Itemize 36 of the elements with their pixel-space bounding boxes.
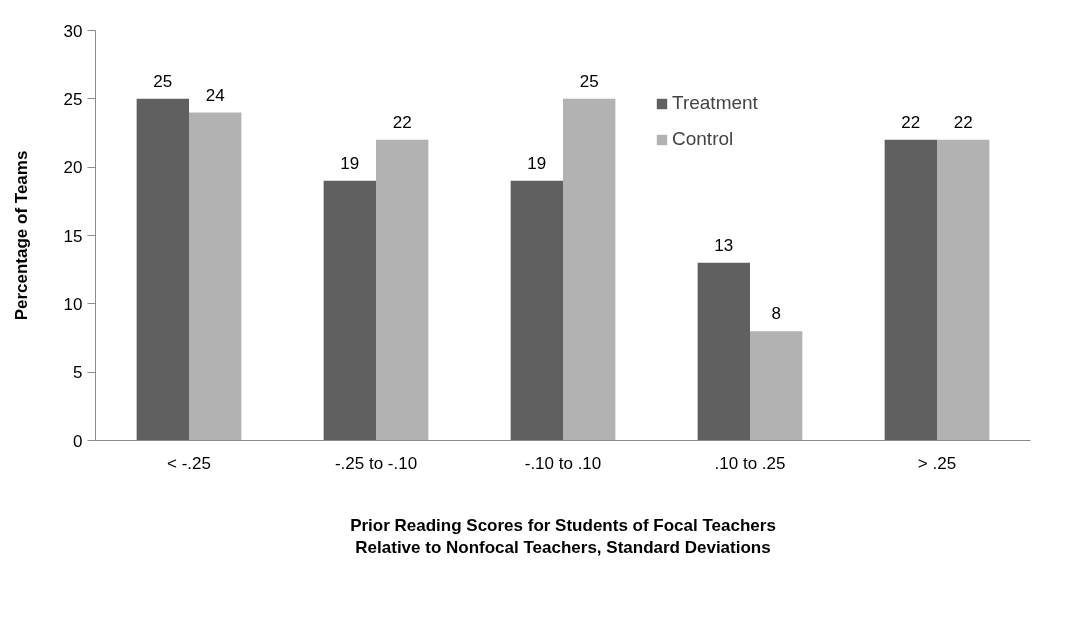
bar bbox=[323, 180, 376, 441]
x-tick-label: -.10 to .10 bbox=[524, 453, 602, 473]
legend-label: Control bbox=[672, 128, 734, 150]
bar bbox=[510, 180, 563, 441]
y-tick-label: 20 bbox=[63, 158, 83, 178]
data-label: 19 bbox=[527, 153, 547, 173]
bar bbox=[136, 98, 189, 441]
y-axis-title: Percentage of Teams bbox=[11, 150, 31, 321]
x-tick-label: -.25 to -.10 bbox=[334, 453, 418, 473]
legend-label: Treatment bbox=[672, 92, 758, 114]
x-tick-label: < -.25 bbox=[167, 453, 211, 473]
bar bbox=[750, 331, 803, 441]
data-label: 22 bbox=[953, 112, 973, 132]
data-label: 25 bbox=[579, 71, 599, 91]
data-label: 19 bbox=[340, 153, 360, 173]
bar bbox=[563, 98, 616, 441]
bar bbox=[697, 262, 750, 441]
bar bbox=[937, 139, 990, 441]
x-tick-label: > .25 bbox=[917, 453, 957, 473]
data-label: 25 bbox=[153, 71, 173, 91]
x-tick-label: .10 to .25 bbox=[714, 453, 786, 473]
y-tick-label: 25 bbox=[63, 89, 83, 109]
data-label: 13 bbox=[714, 235, 734, 255]
data-label: 24 bbox=[205, 85, 225, 105]
bar bbox=[189, 112, 242, 441]
y-tick-label: 30 bbox=[63, 21, 83, 41]
y-tick-label: 0 bbox=[73, 431, 83, 451]
bar bbox=[884, 139, 937, 441]
y-tick-label: 5 bbox=[73, 363, 83, 383]
y-tick-label: 15 bbox=[63, 226, 83, 246]
x-axis-title: Prior Reading Scores for Students of Focal Teachers Relative to Nonfocal Teachers, Standard Deviations bbox=[350, 515, 776, 558]
y-tick-label: 10 bbox=[63, 294, 83, 314]
bar bbox=[376, 139, 429, 441]
data-label: 8 bbox=[771, 304, 781, 324]
data-label: 22 bbox=[901, 112, 921, 132]
data-label: 22 bbox=[392, 112, 412, 132]
